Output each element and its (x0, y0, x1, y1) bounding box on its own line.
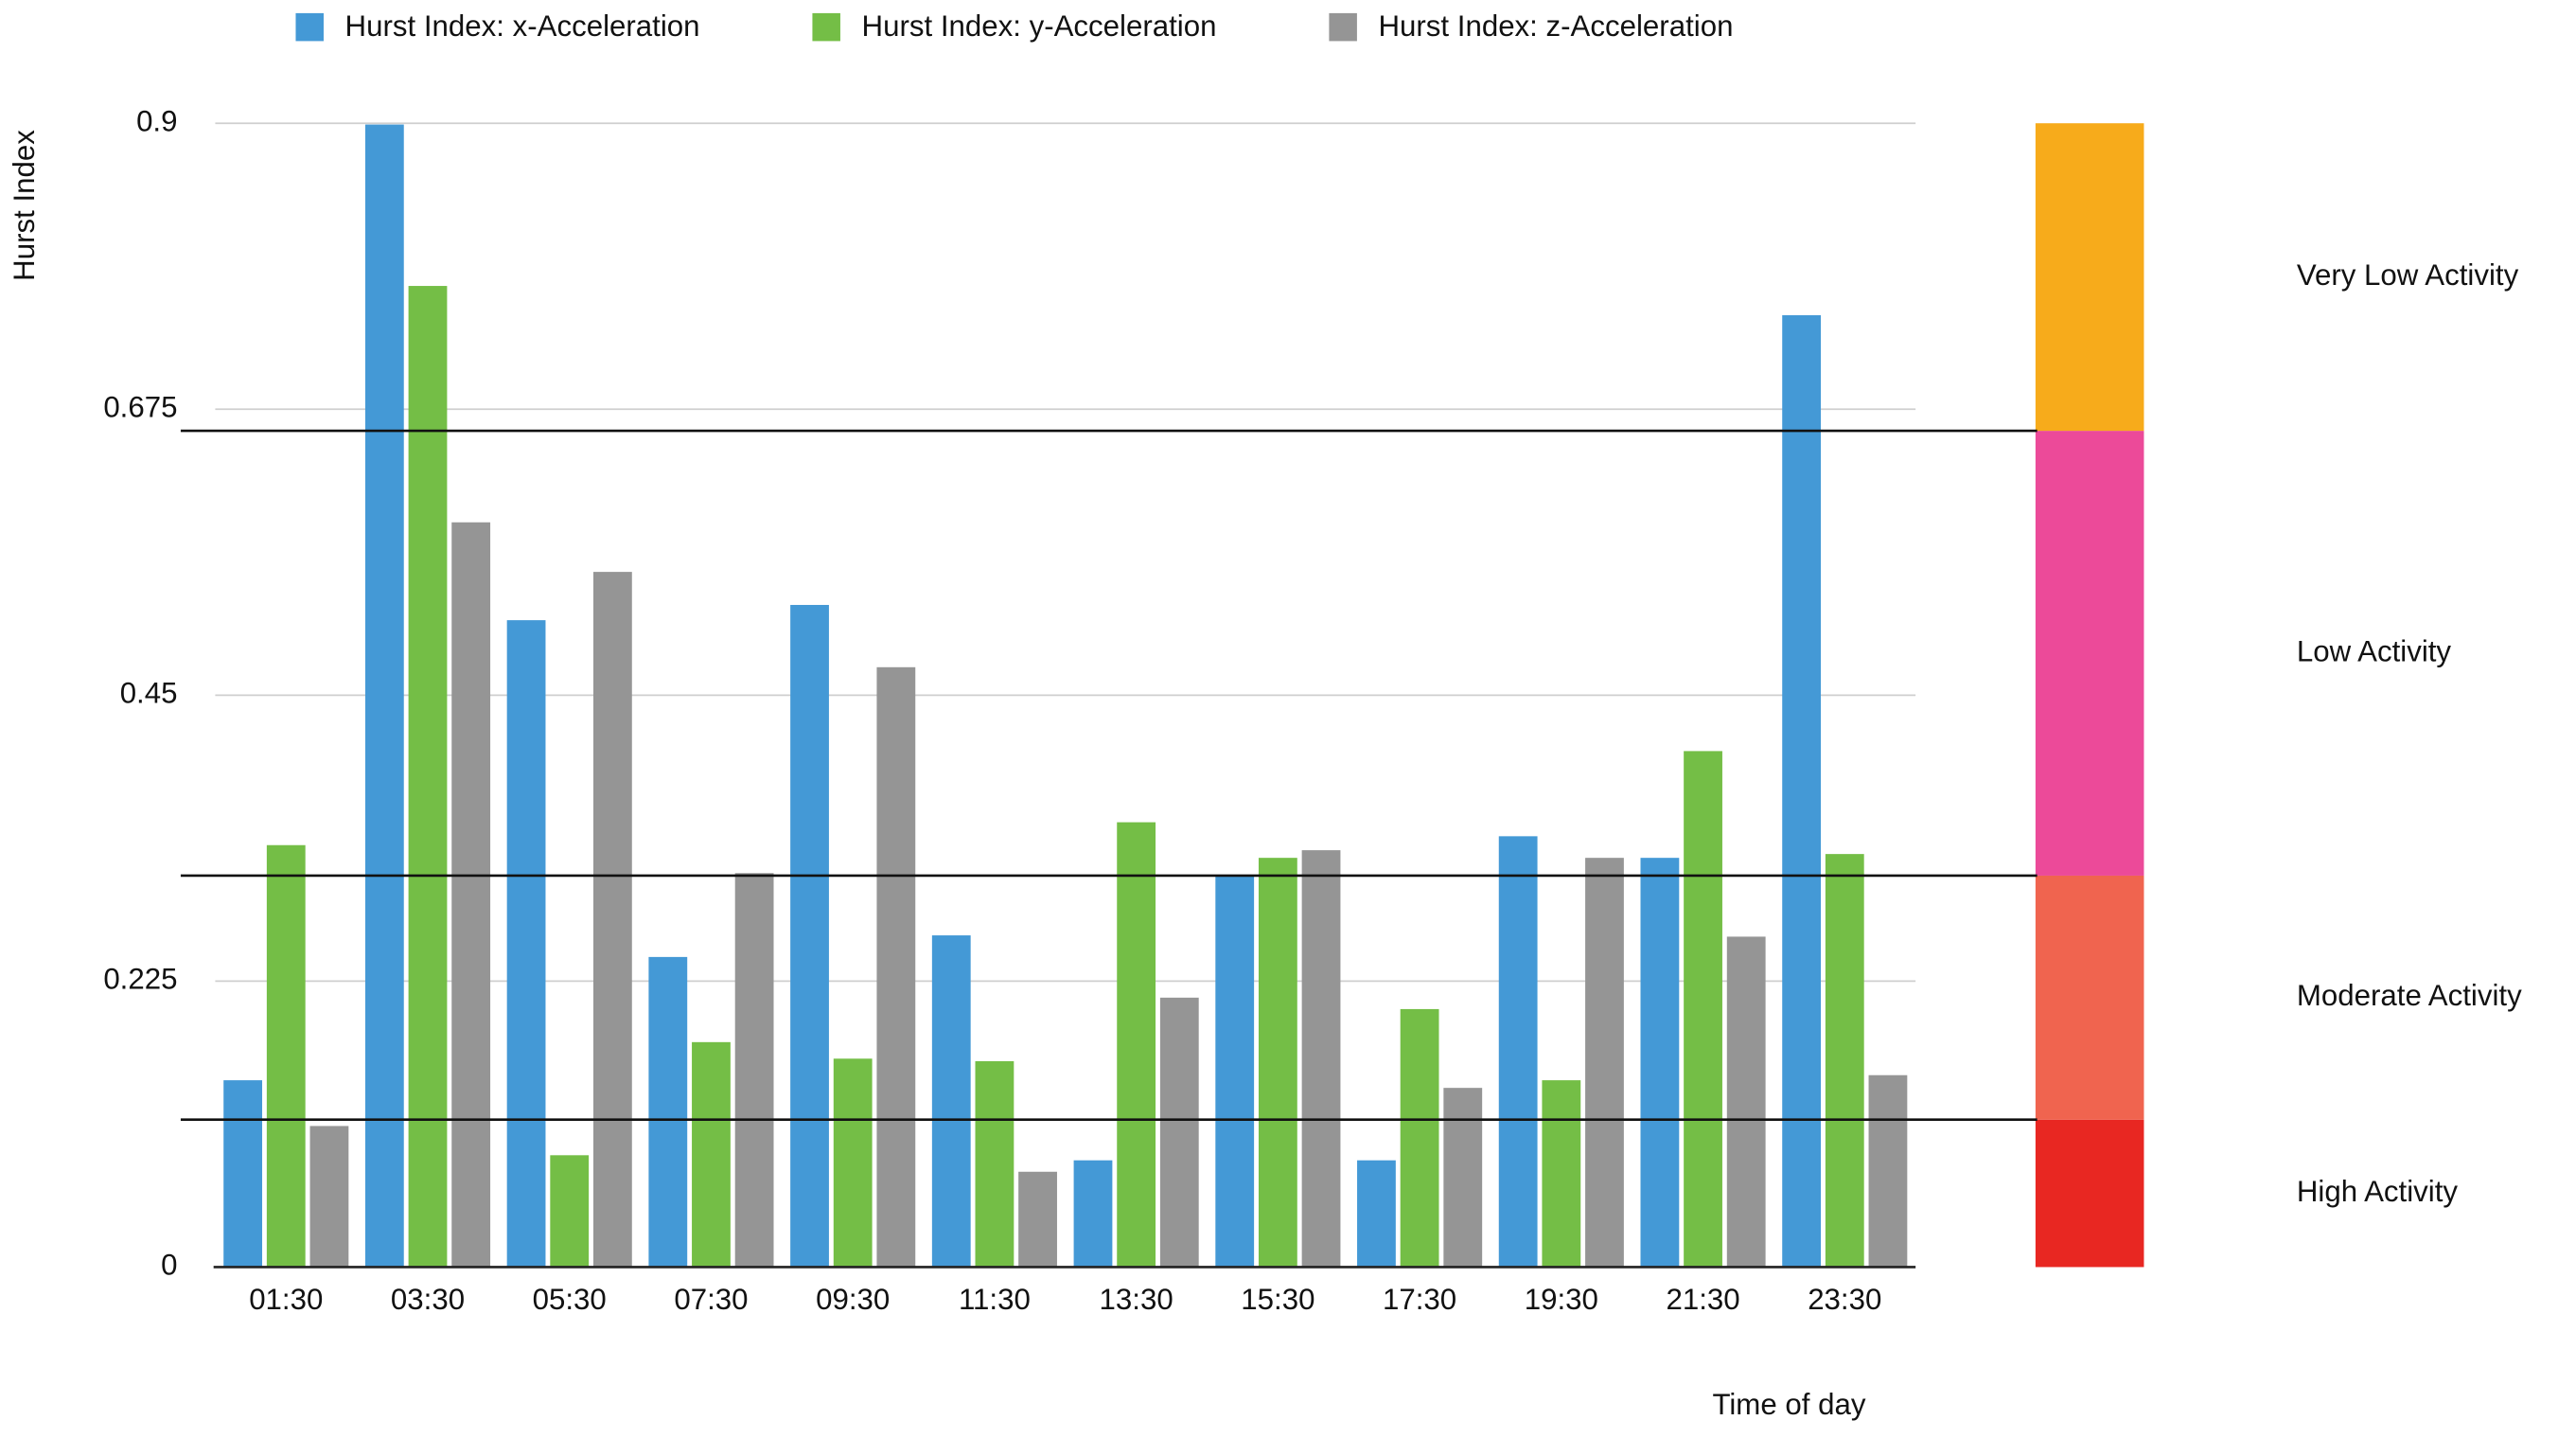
legend-swatch (812, 12, 840, 42)
activity-band (2035, 123, 2144, 432)
bar (734, 873, 774, 1268)
y-tick-label: 0.675 (103, 391, 177, 424)
bar (1825, 854, 1864, 1268)
bar (451, 522, 491, 1268)
bar (364, 124, 404, 1268)
bar (223, 1080, 263, 1268)
y-axis-title: Hurst Index (8, 130, 41, 281)
x-tick-label: 19:30 (1525, 1283, 1598, 1316)
bar (1357, 1160, 1396, 1268)
legend-label: Hurst Index: x-Acceleration (345, 9, 700, 43)
bar (309, 1126, 349, 1268)
legend-swatch (295, 12, 324, 42)
x-tick-label: 09:30 (816, 1283, 890, 1316)
bar (1301, 850, 1341, 1268)
bar (1215, 875, 1255, 1268)
activity-band (2035, 875, 2144, 1120)
bar (1018, 1171, 1057, 1268)
x-tick-label: 13:30 (1100, 1283, 1173, 1316)
activity-label: High Activity (2297, 1175, 2458, 1208)
activity-band (2035, 1119, 2144, 1268)
activity-band (2035, 431, 2144, 876)
x-tick-label: 01:30 (249, 1283, 323, 1316)
x-tick-label: 17:30 (1383, 1283, 1456, 1316)
bar (1542, 1080, 1581, 1268)
y-tick-label: 0.45 (120, 677, 178, 710)
bar (1443, 1088, 1483, 1268)
bar (1073, 1160, 1113, 1268)
y-tick-label: 0 (161, 1249, 177, 1282)
bar (648, 956, 688, 1268)
bar (1159, 997, 1199, 1268)
bar (1640, 858, 1680, 1268)
bar (1258, 858, 1297, 1268)
x-tick-label: 03:30 (391, 1283, 465, 1316)
bar (408, 286, 448, 1268)
x-tick-label: 23:30 (1808, 1283, 1881, 1316)
legend-label: Hurst Index: y-Acceleration (862, 9, 1217, 43)
bar (833, 1058, 873, 1268)
bar (975, 1060, 1015, 1268)
x-axis-title: Time of day (1712, 1388, 1865, 1421)
x-tick-label: 11:30 (959, 1283, 1031, 1316)
bar (1498, 836, 1538, 1268)
bar (1868, 1074, 1908, 1268)
bar (692, 1041, 731, 1268)
x-tick-label: 15:30 (1241, 1283, 1314, 1316)
bar (1782, 314, 1822, 1268)
bar (592, 572, 632, 1268)
bar (1117, 822, 1156, 1268)
bar (931, 935, 971, 1268)
activity-label: Very Low Activity (2297, 258, 2519, 292)
bar (1400, 1008, 1439, 1268)
bar (266, 844, 306, 1268)
bar (876, 666, 916, 1268)
activity-label: Low Activity (2297, 634, 2452, 667)
activity-label: Moderate Activity (2297, 979, 2522, 1012)
x-tick-label: 07:30 (674, 1283, 748, 1316)
y-tick-label: 0.225 (103, 963, 177, 996)
bar (1726, 936, 1766, 1268)
bar (1585, 858, 1624, 1268)
bar (1684, 751, 1722, 1268)
x-tick-label: 21:30 (1666, 1283, 1739, 1316)
legend-swatch (1329, 12, 1357, 42)
bar (550, 1155, 590, 1268)
bar (790, 605, 829, 1268)
legend-label: Hurst Index: z-Acceleration (1378, 9, 1733, 43)
bar (506, 620, 546, 1268)
x-tick-label: 05:30 (533, 1283, 607, 1316)
y-tick-label: 0.9 (136, 104, 177, 137)
